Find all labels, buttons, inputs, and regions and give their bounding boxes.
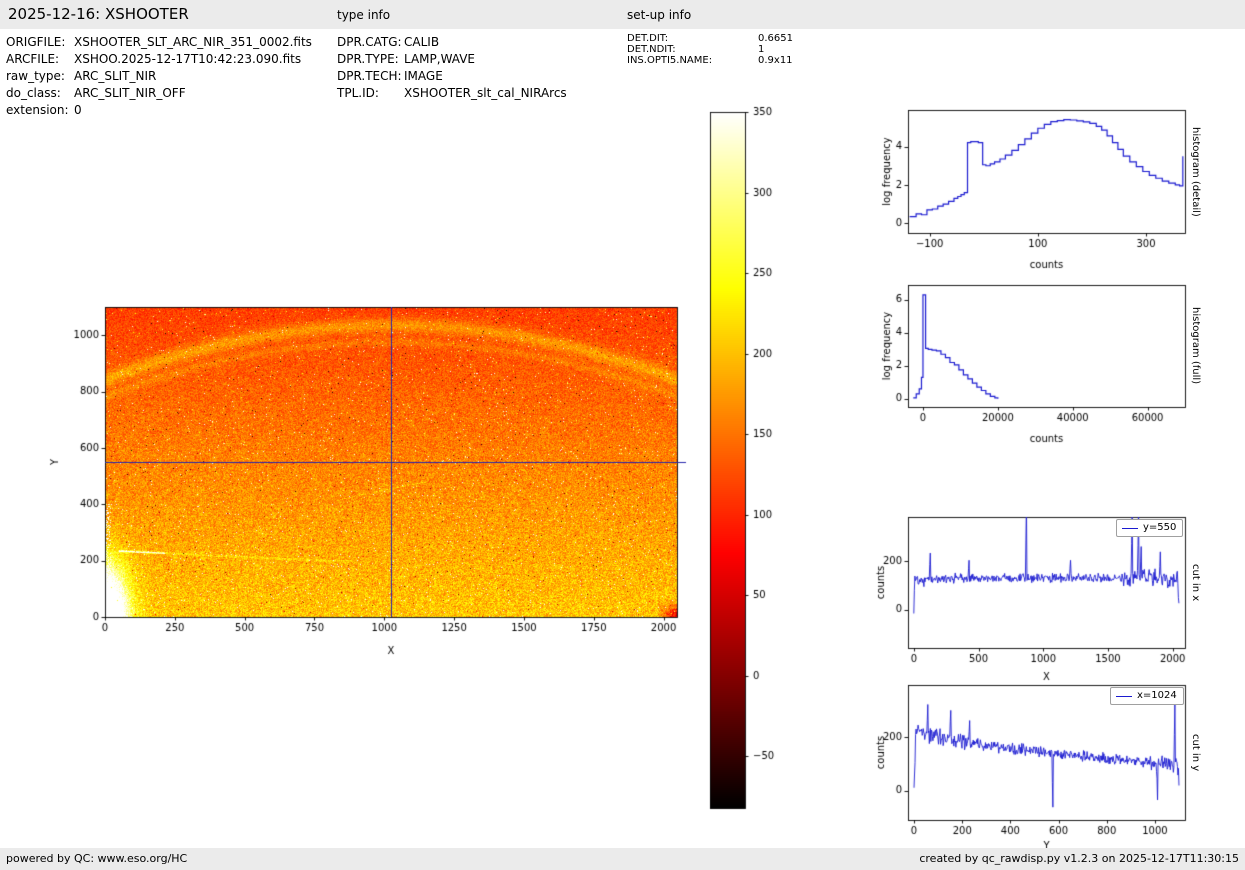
meta-row: ARCFILE: XSHOO.2025-12-17T10:42:23.090.fi… — [6, 51, 312, 68]
meta-row: ORIGFILE: XSHOOTER_SLT_ARC_NIR_351_0002.f… — [6, 34, 312, 51]
cut-y-legend: x=1024 — [1110, 687, 1184, 705]
footer-left-text: powered by QC: www.eso.org/HC — [6, 852, 188, 865]
meta-label: raw_type: — [6, 69, 65, 83]
legend-line-icon — [1116, 695, 1132, 697]
cut-x-legend: y=550 — [1116, 519, 1184, 537]
file-info-block: ORIGFILE: XSHOOTER_SLT_ARC_NIR_351_0002.f… — [6, 34, 312, 119]
meta-value: IMAGE — [404, 69, 443, 83]
meta-value: 1 — [758, 44, 765, 55]
setup-info-heading: set-up info — [627, 8, 692, 22]
type-info-heading: type info — [337, 8, 391, 22]
footer-right-text: created by qc_rawdisp.py v1.2.3 on 2025-… — [919, 852, 1239, 865]
page-title: 2025-12-16: XSHOOTER — [8, 5, 189, 23]
meta-row: DPR.CATG: CALIB — [337, 34, 567, 51]
meta-row: DET.NDIT: 1 — [627, 44, 793, 55]
meta-value: 0 — [74, 103, 82, 117]
meta-label: DET.NDIT: — [627, 44, 676, 55]
meta-row: DET.DIT: 0.6651 — [627, 33, 793, 44]
meta-row: extension: 0 — [6, 102, 312, 119]
meta-label: extension: — [6, 103, 69, 117]
histogram-full-canvas — [860, 270, 1190, 445]
meta-row: DPR.TYPE: LAMP,WAVE — [337, 51, 567, 68]
meta-row: TPL.ID: XSHOOTER_slt_cal_NIRArcs — [337, 85, 567, 102]
cut-x-legend-label: y=550 — [1143, 522, 1177, 533]
meta-value: ARC_SLIT_NIR_OFF — [74, 86, 186, 100]
meta-label: do_class: — [6, 86, 61, 100]
cut-in-x-side-label: cut in x — [1190, 563, 1201, 602]
meta-label: DPR.TYPE: — [337, 52, 399, 66]
meta-label: TPL.ID: — [337, 86, 379, 100]
meta-row: DPR.TECH: IMAGE — [337, 68, 567, 85]
setup-info-block: DET.DIT: 0.6651 DET.NDIT: 1 INS.OPTI5.NAME… — [627, 33, 793, 66]
legend-line-icon — [1122, 527, 1138, 529]
meta-value: XSHOO.2025-12-17T10:42:23.090.fits — [74, 52, 302, 66]
histogram-detail-canvas — [860, 95, 1190, 275]
meta-value: XSHOOTER_SLT_ARC_NIR_351_0002.fits — [74, 35, 312, 49]
meta-label: ARCFILE: — [6, 52, 60, 66]
cut-in-y-side-label: cut in y — [1190, 733, 1201, 772]
meta-label: DPR.CATG: — [337, 35, 402, 49]
meta-value: LAMP,WAVE — [404, 52, 476, 66]
colorbar-canvas — [700, 100, 805, 825]
meta-row: raw_type: ARC_SLIT_NIR — [6, 68, 312, 85]
meta-label: ORIGFILE: — [6, 35, 66, 49]
header-bar: 2025-12-16: XSHOOTER type info set-up in… — [0, 0, 1245, 29]
meta-value: 0.6651 — [758, 33, 793, 44]
meta-row: do_class: ARC_SLIT_NIR_OFF — [6, 85, 312, 102]
histogram-detail-side-label: histogram (detail) — [1190, 126, 1201, 217]
detector-image-canvas — [0, 285, 710, 670]
meta-value: CALIB — [404, 35, 440, 49]
meta-label: DPR.TECH: — [337, 69, 402, 83]
type-info-block: DPR.CATG: CALIB DPR.TYPE: LAMP,WAVE DPR.TE… — [337, 34, 567, 102]
meta-label: DET.DIT: — [627, 33, 669, 44]
meta-value: XSHOOTER_slt_cal_NIRArcs — [404, 86, 567, 100]
footer-bar: powered by QC: www.eso.org/HC created by… — [0, 848, 1245, 870]
meta-row: INS.OPTI5.NAME: 0.9x11 — [627, 55, 793, 66]
meta-label: INS.OPTI5.NAME: — [627, 55, 713, 66]
meta-value: 0.9x11 — [758, 55, 793, 66]
meta-value: ARC_SLIT_NIR — [74, 69, 157, 83]
cut-y-legend-label: x=1024 — [1137, 690, 1177, 701]
histogram-full-side-label: histogram (full) — [1190, 307, 1201, 385]
